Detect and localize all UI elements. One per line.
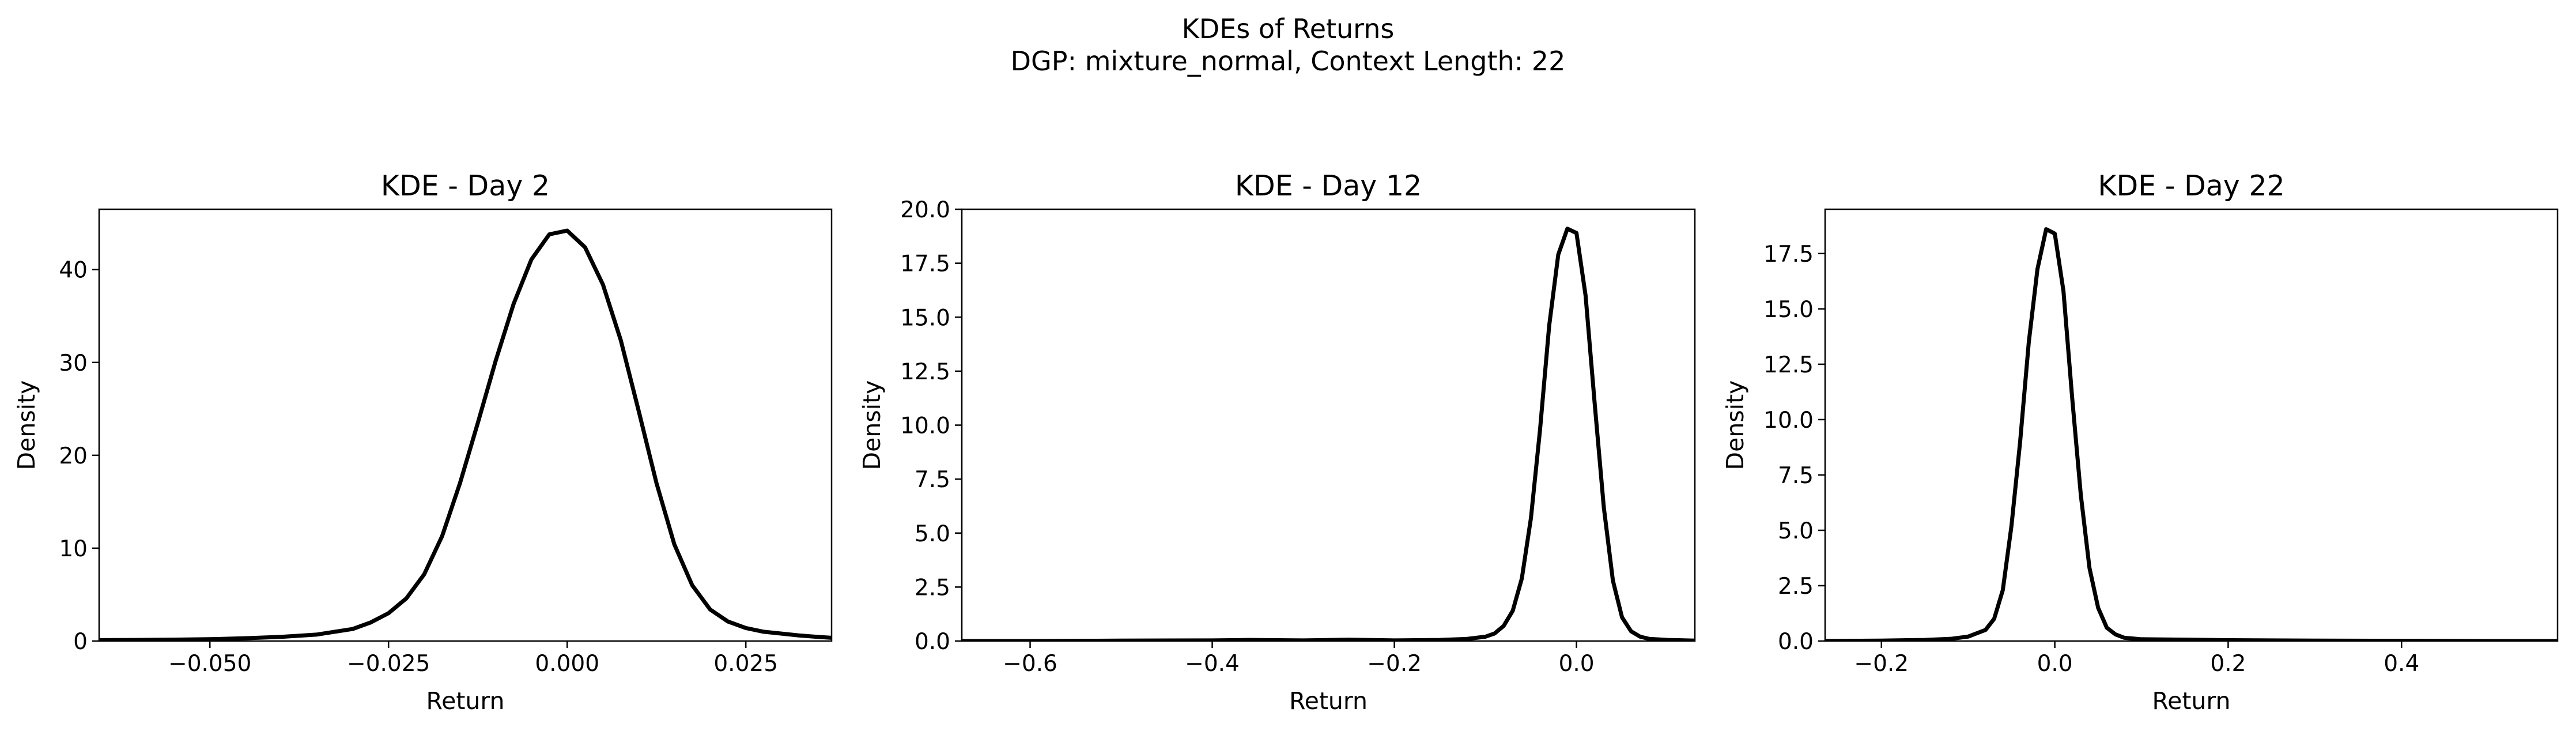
- y-tick-label: 2.5: [915, 575, 950, 601]
- figure-title-line-1: KDEs of Returns: [1181, 13, 1395, 44]
- figure-title-line-2: DGP: mixture_normal, Context Length: 22: [1010, 46, 1566, 77]
- y-tick-label: 0: [73, 629, 88, 655]
- y-axis-label: Density: [858, 380, 886, 470]
- y-tick-label: 10.0: [1763, 408, 1814, 434]
- y-tick-label: 10: [59, 536, 88, 562]
- x-tick-label: 0.000: [535, 651, 599, 677]
- x-tick-label: −0.6: [1003, 651, 1057, 677]
- x-axis-label: Return: [1289, 687, 1368, 715]
- kde-panel-1: −0.050 −0.025 0.000 0.025 0 10 20 30 40 KDE - Day…: [13, 169, 833, 715]
- panel-title: KDE - Day 2: [381, 169, 550, 202]
- y-axis-label: Density: [1721, 380, 1749, 470]
- y-tick-label: 2.5: [1778, 574, 1814, 600]
- axes-frame: [98, 208, 833, 642]
- y-tick-label: 7.5: [1778, 463, 1814, 489]
- density-line: [99, 228, 832, 641]
- axes-frame: [961, 208, 1696, 642]
- y-tick-label: 5.0: [1778, 518, 1814, 544]
- x-tick-label: −0.025: [347, 651, 430, 677]
- y-tick-label: 15.0: [1763, 297, 1814, 323]
- kde-panel-2: −0.6 −0.4 −0.2 0.0 0.0 2.5 5.0 7.5 10.0 12.5 15.0 1…: [858, 169, 1696, 715]
- x-tick-label: −0.4: [1185, 651, 1240, 677]
- density-line: [1825, 227, 2558, 641]
- x-tick-label: 0.4: [2384, 651, 2419, 677]
- y-tick-label: 17.5: [900, 251, 950, 277]
- x-tick-label: 0.2: [2210, 651, 2246, 677]
- y-tick-label: 40: [59, 258, 88, 284]
- x-tick-label: −0.2: [1854, 651, 1909, 677]
- y-tick-label: 15.0: [900, 305, 950, 331]
- x-tick-label: 0.0: [1559, 651, 1595, 677]
- panel-title: KDE - Day 22: [2098, 169, 2284, 202]
- y-tick-label: 12.5: [1763, 352, 1814, 378]
- panel-title: KDE - Day 12: [1235, 169, 1422, 202]
- y-tick-label: 10.0: [900, 413, 950, 439]
- axes-frame: [1824, 208, 2559, 642]
- x-tick-label: −0.2: [1367, 651, 1422, 677]
- x-tick-label: −0.050: [168, 651, 251, 677]
- y-axis-label: Density: [13, 380, 40, 470]
- x-tick-label: 0.025: [713, 651, 778, 677]
- y-tick-label: 20: [59, 443, 88, 469]
- y-tick-label: 12.5: [900, 359, 950, 385]
- kde-panel-3: −0.2 0.0 0.2 0.4 0.0 2.5 5.0 7.5 10.0 12.5 15.0 17.…: [1721, 169, 2559, 715]
- figure-title: KDEs of Returns DGP: mixture_normal, Con…: [0, 13, 2576, 77]
- x-axis-label: Return: [2152, 687, 2230, 715]
- x-axis-label: Return: [426, 687, 504, 715]
- y-tick-label: 7.5: [915, 467, 950, 493]
- y-tick-label: 17.5: [1763, 242, 1814, 267]
- y-tick-label: 0.0: [915, 629, 950, 655]
- y-tick-label: 5.0: [915, 521, 950, 547]
- y-tick-label: 20.0: [900, 197, 950, 223]
- x-tick-label: 0.0: [2037, 651, 2073, 677]
- density-line: [962, 227, 1695, 641]
- y-tick-label: 30: [59, 350, 88, 376]
- y-tick-label: 0.0: [1778, 629, 1814, 655]
